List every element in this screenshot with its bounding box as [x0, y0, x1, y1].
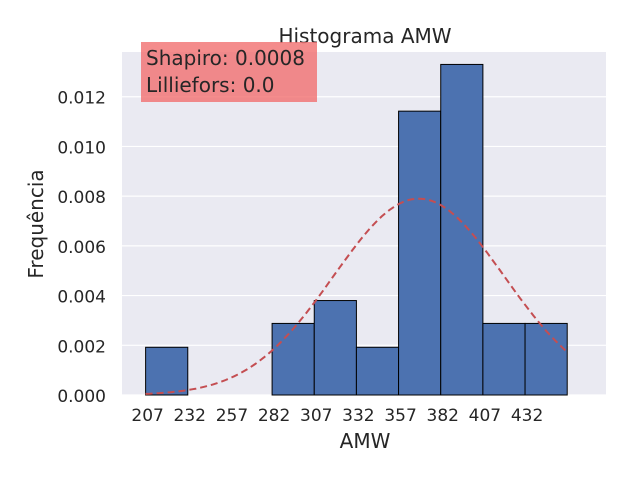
y-tick-labels: 0.000 0.002 0.004 0.006 0.008 0.010 0.012 — [57, 89, 106, 407]
x-tick-label-3: 282 — [258, 406, 290, 426]
y-tick-label-6: 0.012 — [57, 89, 106, 109]
bar-3 — [271, 322, 315, 396]
x-tick-label-8: 407 — [469, 406, 501, 426]
shapiro-text: Shapiro: 0.0008 — [146, 46, 305, 70]
x-tick-labels: 207 232 257 282 307 332 357 382 407 432 — [131, 406, 543, 426]
y-tick-label-4: 0.008 — [57, 188, 106, 208]
normal-fit-curve — [145, 197, 568, 395]
x-tick-label-2: 257 — [216, 406, 248, 426]
y-tick-label-1: 0.002 — [57, 337, 106, 357]
lilliefors-text: Lilliefors: 0.0 — [146, 73, 275, 97]
x-tick-label-0: 207 — [131, 406, 163, 426]
normality-test-box: Shapiro: 0.0008 Lilliefors: 0.0 — [141, 42, 317, 102]
grid-lines — [122, 96, 606, 396]
x-tick-label-1: 232 — [174, 406, 206, 426]
bar-0 — [145, 346, 189, 396]
y-tick-label-2: 0.004 — [57, 288, 106, 308]
x-tick-label-9: 432 — [511, 406, 543, 426]
y-tick-label-5: 0.010 — [57, 138, 106, 158]
y-tick-label-3: 0.006 — [57, 238, 106, 258]
bar-9 — [524, 322, 568, 396]
x-tick-label-6: 357 — [384, 406, 416, 426]
x-tick-label-5: 332 — [342, 406, 374, 426]
bar-4 — [313, 300, 357, 396]
x-tick-label-4: 307 — [300, 406, 332, 426]
x-tick-label-7: 382 — [427, 406, 459, 426]
bars — [145, 63, 568, 396]
x-axis-label: AMW — [340, 429, 391, 453]
bar-5 — [355, 346, 400, 396]
bar-6 — [398, 110, 442, 396]
y-tick-label-0: 0.000 — [57, 387, 106, 407]
bar-7 — [440, 63, 484, 396]
y-axis-label: Frequência — [24, 169, 48, 278]
bar-8 — [482, 322, 526, 396]
